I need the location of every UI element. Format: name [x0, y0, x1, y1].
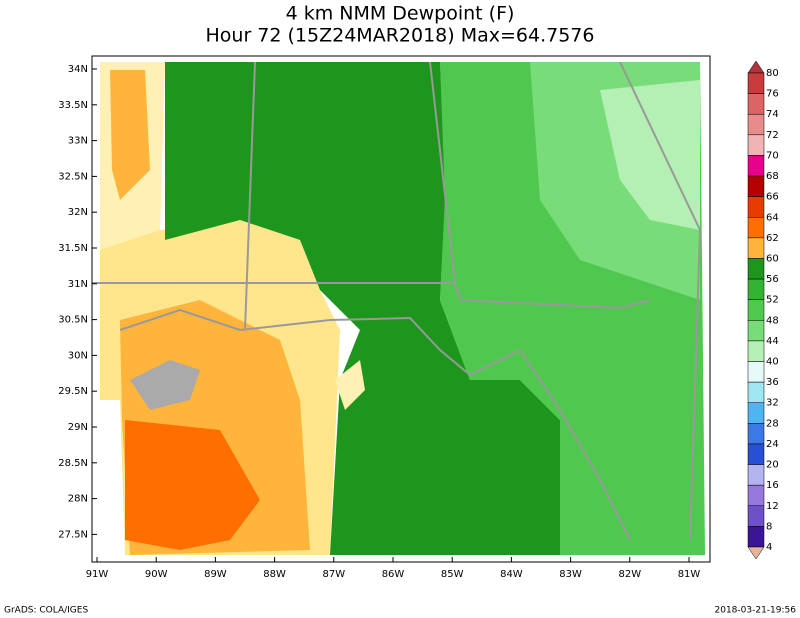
- region-green: [165, 62, 560, 555]
- colorbar-segment: [747, 340, 765, 362]
- colorbar-label: 36: [766, 377, 779, 388]
- colorbar-segment: [747, 93, 765, 115]
- lat-label: 33.5N: [58, 100, 88, 111]
- map-frame: [91, 55, 711, 563]
- lat-label: 34N: [68, 64, 88, 75]
- lat-label: 32.5N: [58, 171, 88, 182]
- colorbar-segment: [747, 484, 765, 507]
- region-orange: [110, 70, 150, 200]
- colorbar-label: 8: [766, 521, 772, 532]
- colorbar-label: 72: [766, 130, 779, 141]
- colorbar-segment: [747, 155, 765, 177]
- region-dry: [335, 360, 365, 410]
- colorbar-label: 76: [766, 89, 779, 100]
- colorbar-label: 32: [766, 398, 779, 409]
- colorbar-label: 60: [766, 253, 779, 264]
- borders: [92, 61, 702, 541]
- map: [91, 55, 711, 563]
- footer-right: 2018-03-21-19:56: [715, 606, 797, 616]
- lon-label: 91W: [86, 569, 109, 580]
- lon-label: 87W: [322, 569, 345, 580]
- colorbar-segment: [747, 134, 765, 156]
- lat-label: 29N: [68, 422, 88, 433]
- colorbar-segment: [747, 237, 765, 259]
- lat-label: 30N: [68, 350, 88, 361]
- colorbar-label: 16: [766, 480, 779, 491]
- colorbar-label: 62: [766, 233, 779, 244]
- colorbar-segment: [747, 175, 765, 197]
- lon-label: 90W: [145, 569, 168, 580]
- title: 4 km NMM Dewpoint (F): [286, 3, 515, 25]
- lat-label: 28.5N: [58, 458, 88, 469]
- footer-left: GrADS: COLA/IGES: [4, 606, 88, 616]
- colorbar-segment: [747, 402, 765, 424]
- colorbar-segment: [747, 443, 765, 465]
- colorbar-label: 80: [766, 68, 779, 79]
- colorbar-segment: [747, 464, 765, 486]
- region-palest-green: [600, 80, 700, 230]
- lat-label: 31N: [68, 279, 88, 290]
- coast-water: [130, 360, 200, 410]
- lon-label: 86W: [382, 569, 405, 580]
- colorbar-segment: [747, 196, 765, 218]
- colorbar-label: 24: [766, 439, 779, 450]
- colorbar-segment: [747, 526, 765, 548]
- lat-label: 28N: [68, 494, 88, 505]
- lon-label: 89W: [204, 569, 227, 580]
- lon-label: 82W: [618, 569, 641, 580]
- colorbar-label: 40: [766, 357, 779, 368]
- region-red: [125, 420, 260, 550]
- colorbar-label: 68: [766, 171, 779, 182]
- region-green: [165, 62, 445, 330]
- lat-label: 27.5N: [58, 529, 88, 540]
- colorbar-label: 70: [766, 150, 779, 161]
- lon-label: 83W: [559, 569, 582, 580]
- colorbar-segment: [747, 361, 765, 383]
- lat-label: 30.5N: [58, 315, 88, 326]
- colorbar-segment: [747, 278, 765, 300]
- colorbar-segment: [747, 320, 765, 342]
- lat-label: 32N: [68, 207, 88, 218]
- lat-label: 31.5N: [58, 243, 88, 254]
- colorbar-label: 12: [766, 501, 779, 512]
- lon-label: 88W: [263, 569, 286, 580]
- colorbar-label: 52: [766, 295, 779, 306]
- colorbar-label: 28: [766, 418, 779, 429]
- lat-label: 33N: [68, 136, 88, 147]
- colorbar-segment: [747, 381, 765, 403]
- colorbar-label: 48: [766, 315, 779, 326]
- lon-label: 85W: [441, 569, 464, 580]
- colorbar-segment: [747, 217, 765, 239]
- lat-label: 29.5N: [58, 386, 88, 397]
- colorbar-label: 4: [766, 542, 772, 553]
- colorbar-label: 44: [766, 336, 779, 347]
- lon-label: 81W: [678, 569, 701, 580]
- colorbar-segment: [747, 258, 765, 280]
- colorbar-end: [747, 546, 765, 560]
- colorbar-segment: [747, 72, 765, 94]
- colorbar-segment: [747, 113, 765, 136]
- colorbar-end: [747, 60, 765, 74]
- colorbar-label: 56: [766, 274, 779, 285]
- colorbar-segment: [747, 299, 765, 321]
- subtitle: Hour 72 (15Z24MAR2018) Max=64.7576: [206, 25, 595, 47]
- colorbar-segment: [747, 505, 765, 527]
- colorbar-label: 20: [766, 460, 779, 471]
- colorbar-label: 64: [766, 212, 779, 223]
- lon-label: 84W: [500, 569, 523, 580]
- colorbar-segment: [747, 423, 765, 445]
- colorbar-label: 66: [766, 192, 779, 203]
- colorbar-label: 74: [766, 109, 779, 120]
